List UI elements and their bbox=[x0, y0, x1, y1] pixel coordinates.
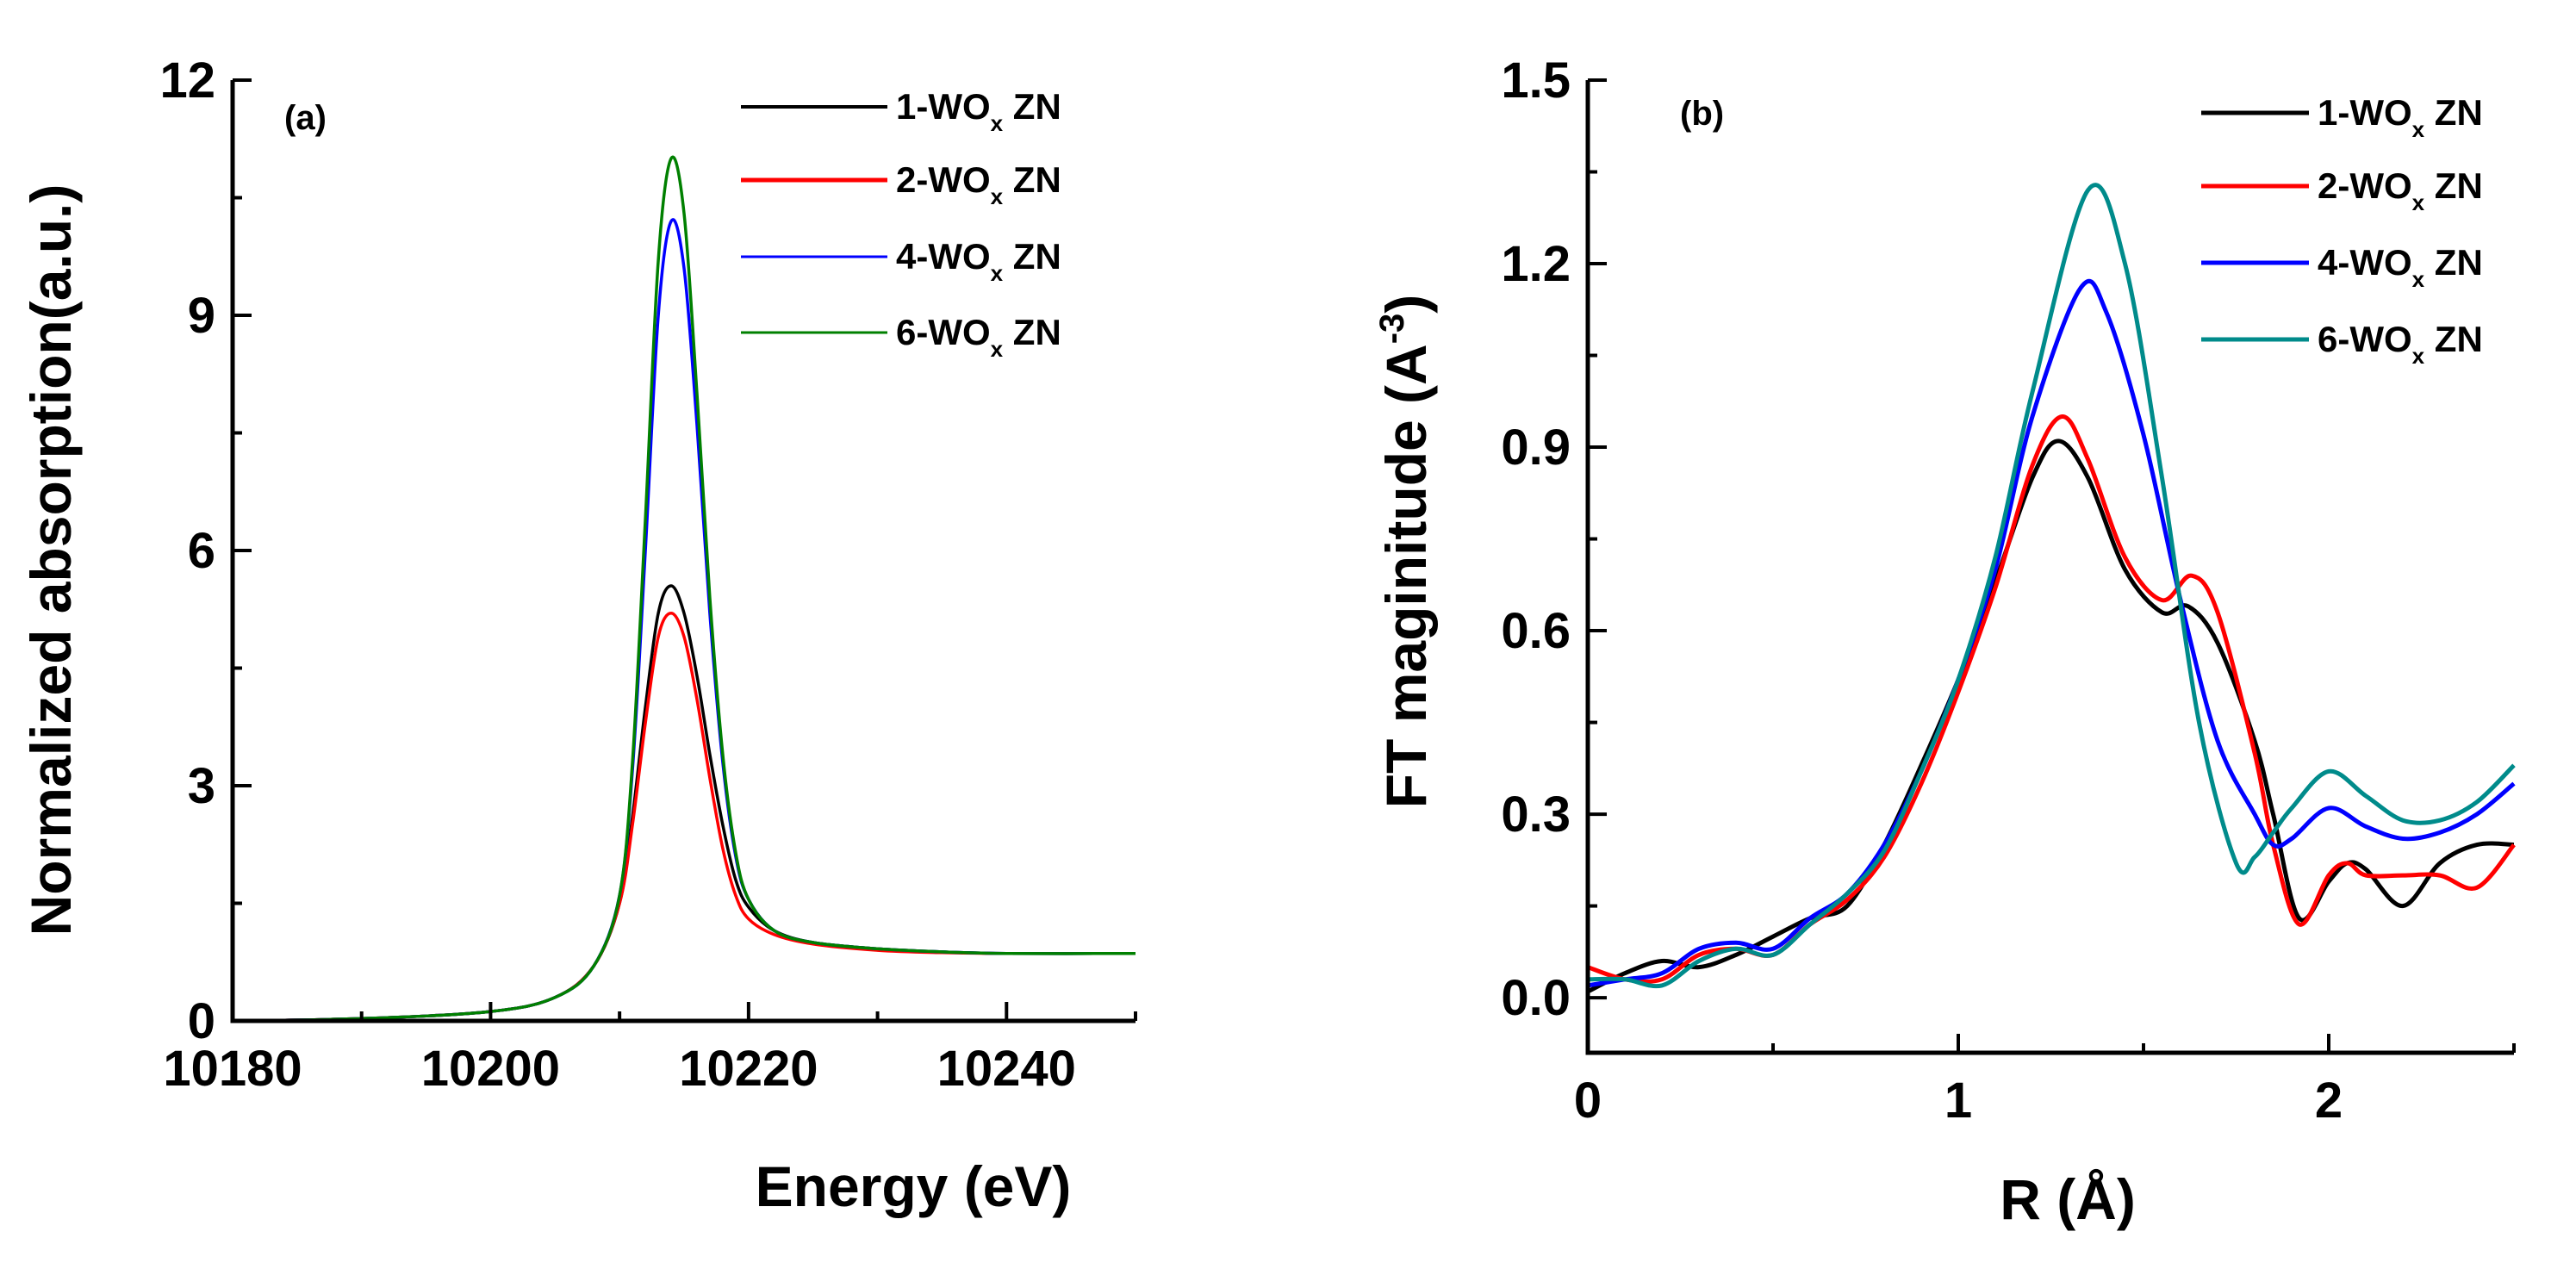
chart-a-legend-label-4: 6-WOx ZN bbox=[896, 312, 1061, 362]
chart-a-ytick-label: 6 bbox=[188, 523, 215, 579]
chart-a-xtick-label: 10220 bbox=[679, 1041, 818, 1097]
chart-b-ytick-label: 0.0 bbox=[1501, 970, 1571, 1026]
chart-b-ytick-label: 0.3 bbox=[1501, 787, 1571, 843]
chart-a-ytick-label: 12 bbox=[159, 53, 215, 109]
chart-a-xlabel: Energy (eV) bbox=[756, 1154, 1072, 1218]
chart-b-legend-label-1: 1-WOx ZN bbox=[2318, 92, 2483, 142]
chart-a-xtick-label: 10240 bbox=[937, 1041, 1076, 1097]
chart-b-legend-label-2: 2-WOx ZN bbox=[2318, 165, 2483, 215]
chart-a-tick-marks bbox=[231, 78, 1137, 1023]
chart-a-series-line-4 bbox=[232, 155, 1136, 1023]
chart-b-legend-label-3: 4-WOx ZN bbox=[2318, 242, 2483, 292]
chart-a-series-group bbox=[232, 155, 1136, 1023]
chart-b-ytick-label: 0.6 bbox=[1501, 603, 1571, 659]
chart-b-series-line-3 bbox=[1587, 279, 2516, 988]
chart-a: 0 3 6 9 12 10180 10200 10220 10240 Energ… bbox=[19, 53, 1137, 1218]
chart-b-ytick-label: 0.9 bbox=[1501, 420, 1571, 476]
chart-b-series-group bbox=[1586, 183, 2516, 994]
chart-b-axes bbox=[1585, 80, 2514, 1055]
chart-a-xtick-label: 10200 bbox=[421, 1041, 560, 1097]
chart-a-legend-label-2: 2-WOx ZN bbox=[896, 159, 1061, 209]
chart-b-legend: 1-WOx ZN 2-WOx ZN 4-WOx ZN 6-WOx ZN bbox=[2201, 92, 2483, 369]
chart-b-xlabel: R (Å) bbox=[2000, 1167, 2136, 1231]
chart-b-ytick-label: 1.5 bbox=[1501, 53, 1571, 109]
chart-a-panel-label: (a) bbox=[284, 99, 327, 137]
chart-b-ytick-label: 1.2 bbox=[1501, 236, 1571, 292]
chart-b-series-line-1 bbox=[1586, 439, 2515, 994]
chart-a-legend: 1-WOx ZN 2-WOx ZN 4-WOx ZN 6-WOx ZN bbox=[741, 86, 1061, 362]
chart-b: 0.0 0.3 0.6 0.9 1.2 1.5 0 1 2 R (Å) FT m… bbox=[1373, 53, 2516, 1231]
chart-a-ylabel: Normalized absorption(a.u.) bbox=[19, 184, 83, 936]
chart-a-legend-label-3: 4-WOx ZN bbox=[896, 236, 1061, 286]
chart-b-tick-marks bbox=[1586, 78, 2516, 1053]
chart-b-xtick-label: 0 bbox=[1574, 1073, 1602, 1129]
chart-a-ytick-label: 3 bbox=[188, 758, 215, 814]
chart-b-xtick-label: 1 bbox=[1944, 1073, 1972, 1129]
chart-b-series-line-2 bbox=[1587, 414, 2516, 984]
chart-b-xtick-label: 2 bbox=[2315, 1073, 2343, 1129]
chart-b-ylabel: FT maginitude (A-3) bbox=[1373, 295, 1438, 809]
chart-a-series-line-2 bbox=[232, 612, 1136, 1023]
chart-a-ytick-label: 9 bbox=[188, 288, 215, 344]
chart-a-ytick-label: 0 bbox=[188, 993, 215, 1049]
chart-b-panel-label: (b) bbox=[1680, 95, 1724, 133]
chart-b-series-line-4 bbox=[1587, 183, 2516, 989]
chart-b-legend-label-4: 6-WOx ZN bbox=[2318, 319, 2483, 369]
chart-a-xtick-label: 10180 bbox=[163, 1041, 302, 1097]
chart-a-series-line-1 bbox=[232, 584, 1136, 1023]
chart-a-legend-label-1: 1-WOx ZN bbox=[896, 86, 1061, 136]
